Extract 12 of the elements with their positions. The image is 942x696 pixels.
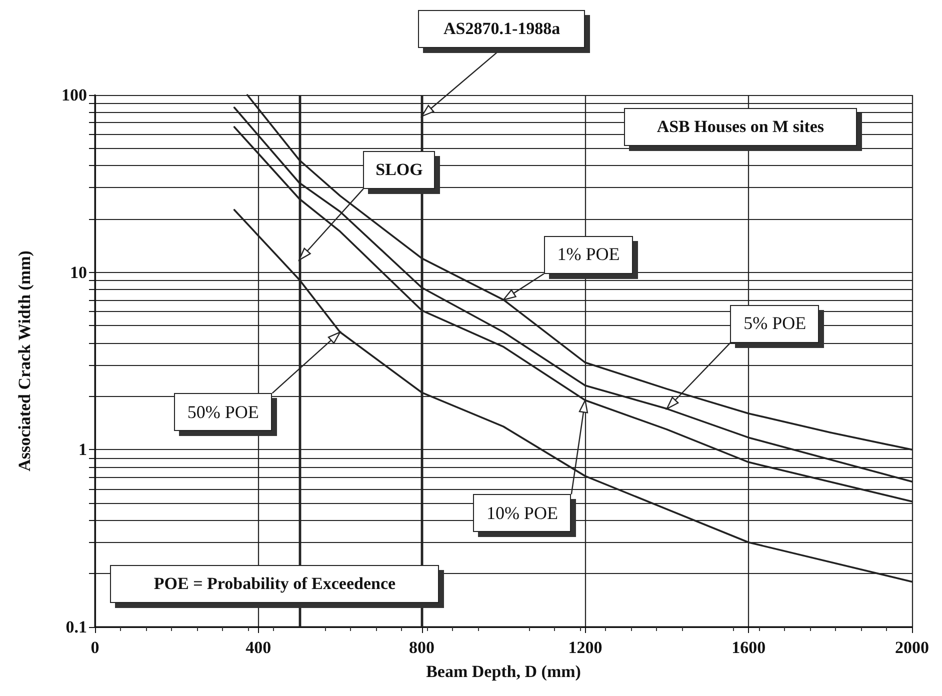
y-tick-label: 0.1 bbox=[66, 618, 87, 636]
y-tick-label: 10 bbox=[70, 262, 87, 282]
x-tick-label: 1600 bbox=[732, 638, 766, 657]
x-tick-label: 400 bbox=[246, 638, 272, 657]
x-tick-label: 800 bbox=[409, 638, 435, 657]
y-axis-title: Associated Crack Width (mm) bbox=[15, 250, 34, 472]
y-tick-label: 1 bbox=[78, 440, 87, 460]
y-tick-label: 100 bbox=[62, 86, 87, 104]
x-axis-title: Beam Depth, D (mm) bbox=[426, 662, 581, 681]
x-tick-label: 2000 bbox=[895, 638, 929, 657]
x-tick-label: 1200 bbox=[568, 638, 602, 657]
x-tick-label: 0 bbox=[90, 638, 100, 657]
